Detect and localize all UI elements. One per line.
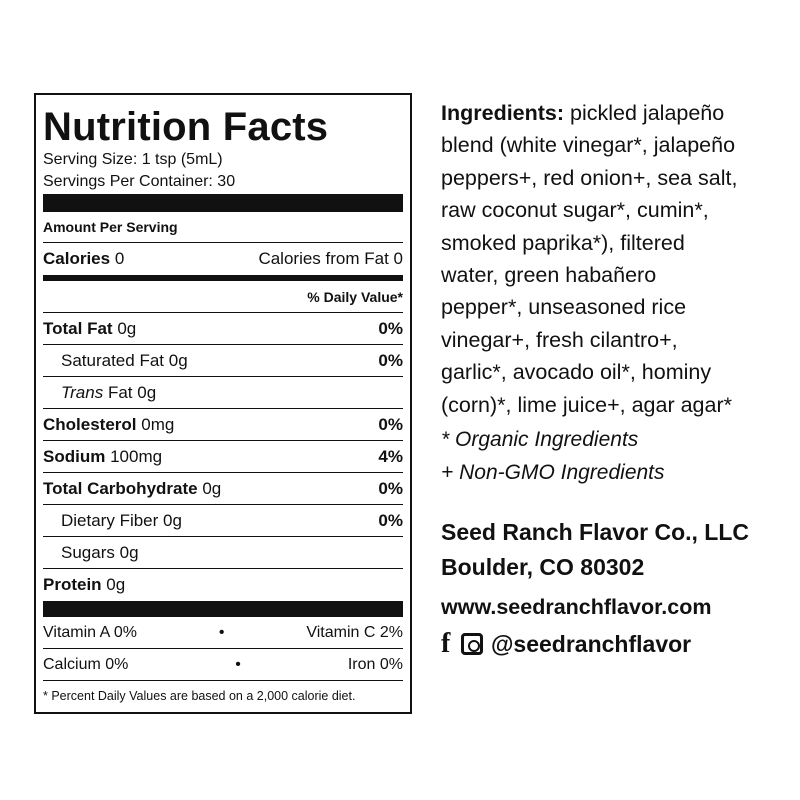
nutrition-facts-panel: Nutrition Facts Serving Size: 1 tsp (5mL… [34,93,412,714]
ingredients-line: smoked paprika*), filtered [441,230,685,255]
divider-medium [43,275,403,281]
organic-note: * Organic Ingredients [441,428,639,452]
nutrition-title: Nutrition Facts [43,105,329,149]
ingredients-line: peppers+, red onion+, sea salt, [441,165,738,190]
nutrient-row-total-carbohydrate: Total Carbohydrate 0g 0% [43,473,403,505]
facebook-icon[interactable]: f [441,628,451,660]
divider-thick [43,601,403,617]
ingredients-line: blend (white vinegar*, jalapeño [441,133,736,158]
nutrient-row-sodium: Sodium 100mg 4% [43,441,403,473]
ingredients-line: Ingredients: pickled jalapeño [441,101,725,125]
vitamin-row: Vitamin A 0% • Vitamin C 2% [43,617,403,649]
ingredients-line: (corn)*, lime juice+, agar agar* [441,392,732,417]
calories: Calories 0 [43,249,125,268]
footnote: * Percent Daily Values are based on a 2,… [43,689,356,703]
ingredients-line: vinegar+, fresh cilantro+, [441,327,678,352]
social-handle[interactable]: @seedranchflavor [491,630,692,657]
company-address: Boulder, CO 80302 [441,554,645,581]
mineral-row: Calcium 0% • Iron 0% [43,649,403,681]
calories-from-fat: Calories from Fat 0 [258,249,403,268]
ingredients-section: Ingredients: pickled jalapeño blend (whi… [441,97,749,662]
divider-thick [43,194,403,212]
website-link[interactable]: www.seedranchflavor.com [441,595,712,620]
instagram-icon[interactable] [461,633,483,656]
nutrient-row-total-fat: Total Fat 0g 0% [43,313,403,345]
nutrient-row-trans-fat: Trans Fat 0g [43,377,403,409]
serving-size: Serving Size: 1 tsp (5mL) [43,151,223,168]
nutrient-row-saturated-fat: Saturated Fat 0g 0% [43,345,403,377]
company-name: Seed Ranch Flavor Co., LLC [441,519,749,546]
nutrient-row-dietary-fiber: Dietary Fiber 0g 0% [43,505,403,537]
non-gmo-note: + Non-GMO Ingredients [441,461,665,485]
nutrient-row-protein: Protein 0g [43,575,126,594]
nutrient-row-cholesterol: Cholesterol 0mg 0% [43,409,403,441]
ingredients-line: garlic*, avocado oil*, hominy [441,360,712,385]
ingredients-line: raw coconut sugar*, cumin*, [441,198,709,223]
daily-value-header: % Daily Value* [43,281,403,313]
servings-per-container: Servings Per Container: 30 [43,173,236,190]
ingredients-line: pepper*, unseasoned rice [441,295,687,320]
social-row: f @seedranchflavor [441,626,749,662]
ingredients-line: water, green habañero [441,263,657,288]
nutrient-row-sugars: Sugars 0g [43,537,403,569]
amount-per-serving: Amount Per Serving [43,212,403,243]
calories-row: Calories 0 Calories from Fat 0 [43,243,403,275]
amount-per-serving-label: Amount Per Serving [43,219,178,235]
